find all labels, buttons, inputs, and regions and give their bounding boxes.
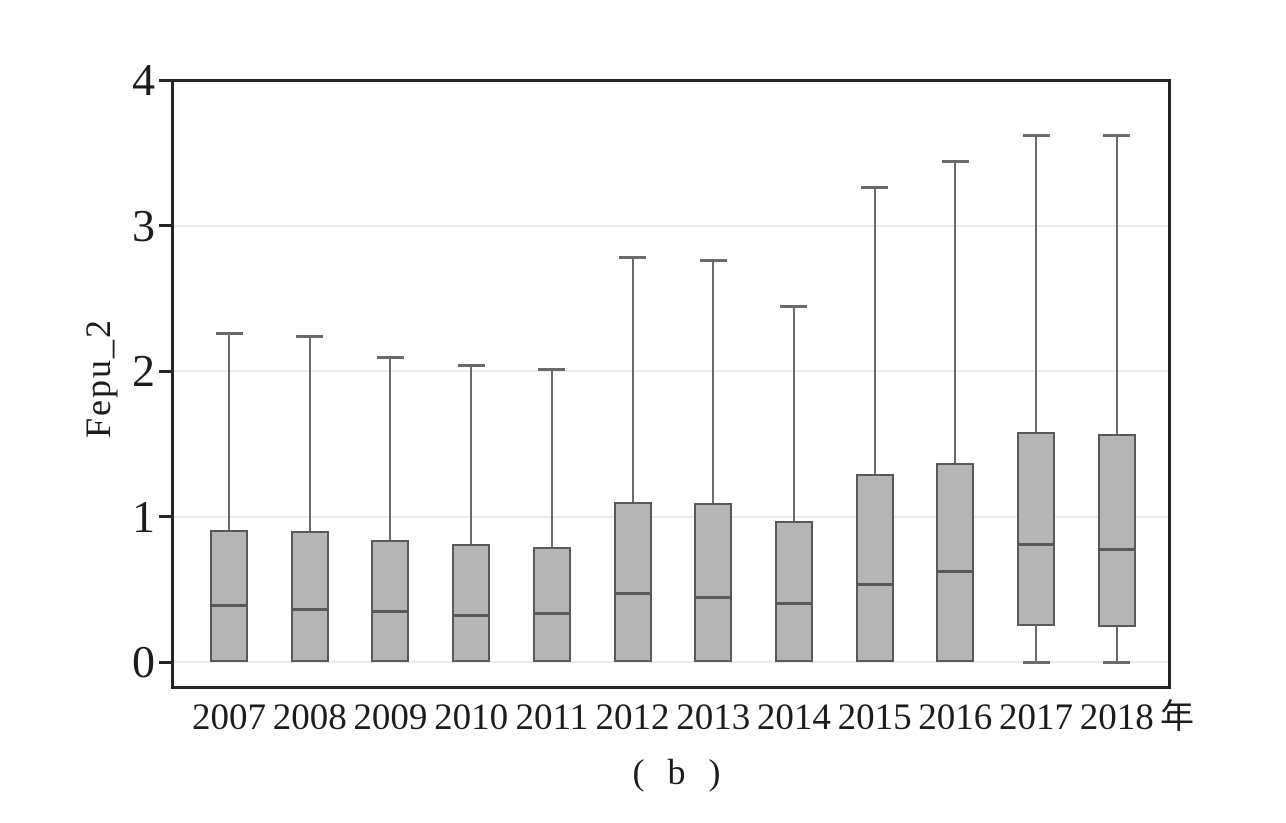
upper-whisker-cap	[1022, 133, 1050, 137]
upper-whisker	[954, 161, 957, 463]
median-2012	[615, 592, 650, 596]
x-axis-label-2010: 2010	[434, 697, 509, 738]
upper-whisker-cap	[780, 305, 808, 309]
lower-whisker	[1035, 625, 1037, 662]
median-2007	[212, 603, 246, 607]
upper-whisker-cap	[699, 258, 727, 262]
lower-whisker-cap	[1022, 660, 1050, 664]
box-2017	[1017, 432, 1055, 626]
x-axis-label-2018: 2018	[1079, 697, 1154, 738]
box-2013	[694, 503, 733, 662]
upper-whisker-cap	[1103, 133, 1131, 137]
median-2018	[1099, 548, 1134, 552]
upper-whisker	[873, 187, 876, 475]
y-axis-tick-label: 3	[132, 199, 155, 251]
gridline-y2	[174, 370, 1168, 372]
figure-caption: ( b )	[632, 752, 728, 792]
upper-whisker	[631, 257, 634, 502]
y-axis-tick-label: 2	[132, 345, 155, 396]
upper-whisker-cap	[376, 356, 404, 360]
upper-whisker	[470, 365, 473, 545]
y-axis-tick-label: 0	[132, 636, 155, 687]
box-2014	[774, 520, 813, 662]
upper-whisker	[550, 369, 553, 548]
x-axis-label-2012: 2012	[595, 697, 670, 738]
upper-whisker-cap	[457, 363, 485, 367]
x-axis-unit-label: 年	[1160, 699, 1194, 736]
x-axis-label-2016: 2016	[918, 697, 993, 738]
upper-whisker	[712, 260, 715, 504]
median-2017	[1019, 542, 1053, 546]
box-2007	[210, 529, 248, 662]
median-2009	[373, 609, 408, 613]
y-axis-tick	[159, 224, 172, 227]
x-axis-label-2013: 2013	[676, 697, 751, 738]
y-axis-tick	[159, 369, 172, 373]
x-axis-label-2015: 2015	[837, 697, 912, 738]
x-axis-label-2009: 2009	[353, 697, 428, 738]
median-2015	[857, 583, 892, 587]
x-axis-label-2011: 2011	[515, 697, 589, 738]
lower-whisker-cap	[1103, 660, 1131, 664]
plot-frame	[171, 79, 1171, 689]
upper-whisker-cap	[941, 159, 969, 163]
y-axis-tick-label: 4	[132, 54, 155, 105]
box-2008	[290, 531, 329, 662]
median-2010	[454, 613, 489, 617]
lower-whisker	[1115, 627, 1118, 662]
box-2012	[613, 501, 652, 662]
upper-whisker-cap	[296, 334, 324, 338]
x-axis-label-2008: 2008	[272, 697, 347, 738]
box-2016	[936, 462, 975, 662]
upper-whisker	[792, 306, 795, 521]
median-2014	[776, 602, 811, 606]
box-2009	[371, 539, 410, 662]
y-axis-tick	[159, 78, 172, 82]
upper-whisker	[389, 357, 392, 540]
y-axis-title: Fepu_2	[78, 318, 118, 438]
upper-whisker	[308, 336, 311, 532]
gridline-y3	[174, 224, 1168, 227]
median-2011	[534, 612, 569, 616]
box-2018	[1097, 433, 1136, 628]
median-2016	[938, 570, 973, 574]
upper-whisker-cap	[861, 186, 889, 190]
x-axis-label-2017: 2017	[999, 697, 1073, 738]
upper-whisker-cap	[619, 256, 646, 259]
box-2010	[452, 544, 491, 662]
upper-whisker	[1115, 135, 1118, 434]
x-axis-label-2007: 2007	[192, 697, 266, 738]
box-2015	[855, 474, 894, 662]
median-2013	[696, 596, 731, 600]
y-axis-tick	[159, 515, 172, 518]
upper-whisker	[228, 333, 230, 530]
gridline-y1	[174, 515, 1168, 518]
y-axis-tick-label: 1	[132, 490, 155, 542]
upper-whisker-cap	[215, 331, 243, 335]
box-2011	[532, 547, 571, 662]
median-2008	[292, 608, 327, 612]
x-axis-label-2014: 2014	[756, 697, 831, 738]
upper-whisker	[1035, 135, 1037, 433]
upper-whisker-cap	[538, 368, 566, 372]
y-axis-tick	[159, 660, 172, 664]
gridline-y0	[174, 661, 1168, 663]
